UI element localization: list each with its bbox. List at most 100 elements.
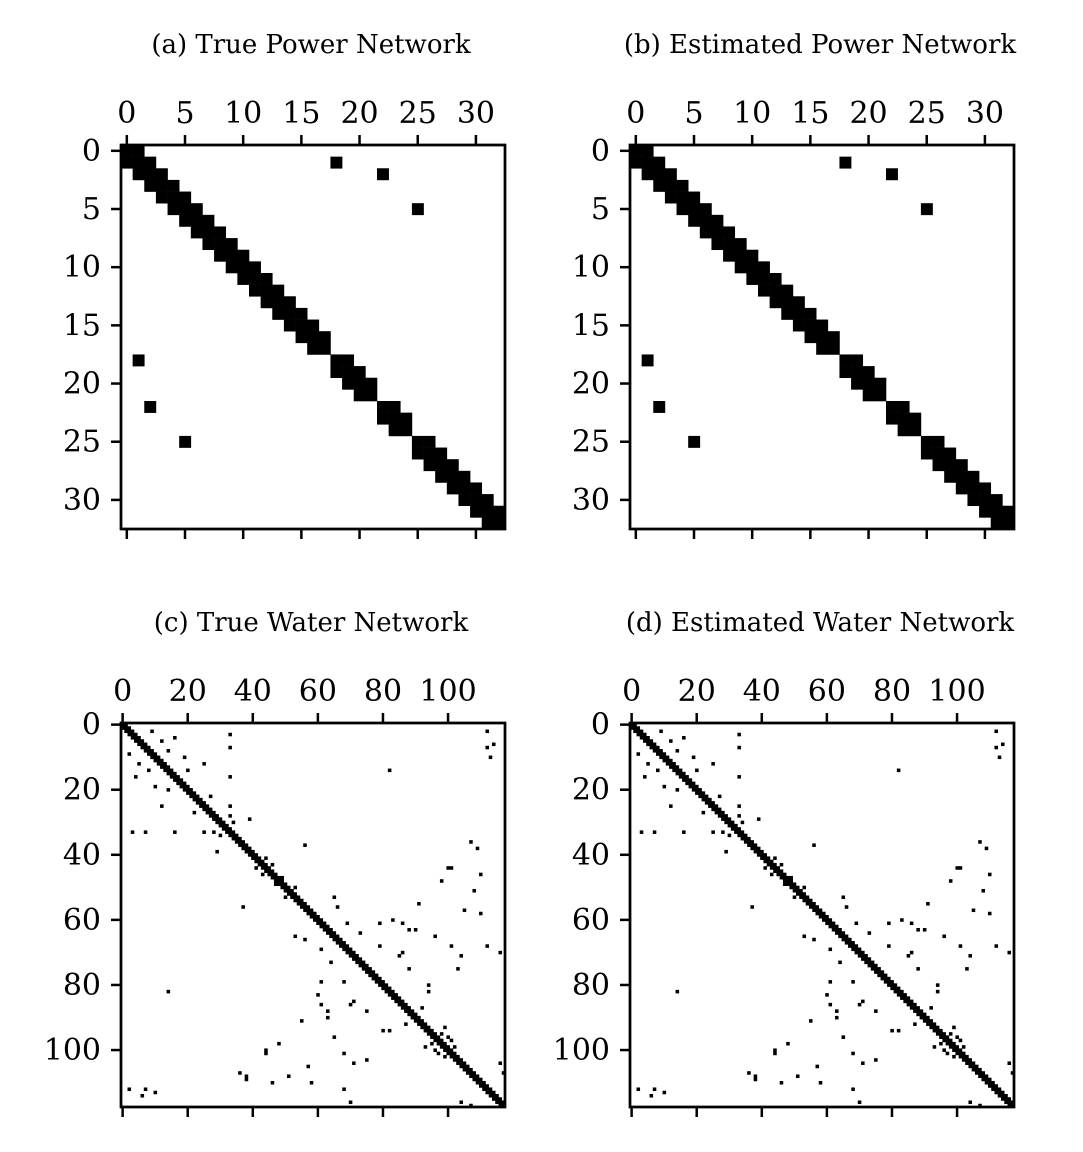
heat-cell [841,895,846,900]
heat-cell [743,836,748,841]
panel-b-border [628,143,1016,531]
heat-cell [929,1019,933,1023]
heat-cell [643,739,647,743]
heat-cell [997,1090,1002,1095]
heat-cell [711,801,715,805]
heat-cell [124,723,128,727]
heat-cell [137,736,141,740]
heat-cell [958,1051,963,1056]
y-tick-label: 20 [572,367,610,402]
heat-cell [792,296,805,309]
heat-cell [630,723,634,727]
heat-cell [238,840,242,844]
heat-cell [306,1064,311,1069]
heat-cell [407,1012,411,1017]
heat-cell [238,843,242,847]
heat-cell [465,1067,470,1072]
heat-cell [273,875,278,880]
heat-cell [932,435,945,448]
heat-cell [241,846,245,851]
heat-cell [675,989,680,994]
heat-cell [295,307,308,320]
heat-cell [475,846,480,851]
heat-cell [374,976,379,981]
heat-cell [971,1067,976,1072]
heat-cell [166,749,171,753]
heat-cell [746,249,759,262]
heat-cell [241,905,245,909]
heat-cell [641,145,654,157]
heat-cell [144,401,157,413]
heat-cell [688,435,701,448]
heat-cell [501,1071,506,1075]
heat-cell [734,238,747,251]
heat-cell [381,983,385,987]
heat-cell [839,156,852,169]
heat-cell [721,814,725,818]
heat-cell [218,820,223,825]
heat-cell [698,791,702,795]
heat-cell [215,817,219,821]
heat-cell [675,788,680,792]
heat-cell [763,859,767,864]
heat-cell [430,1028,434,1033]
heat-cell [225,823,229,828]
heat-cell [280,885,285,890]
heat-cell [296,898,301,903]
heat-cell [264,869,268,873]
heat-cell [723,226,736,239]
heat-cell [909,424,922,437]
heat-cell [436,1035,441,1039]
heat-cell [202,830,206,834]
heat-cell [459,1061,463,1065]
heat-cell [430,1035,434,1039]
heat-cell [900,993,904,997]
heat-cell [724,849,728,854]
heat-cell [277,1041,281,1046]
heat-cell [423,435,436,448]
heat-cell [169,771,174,776]
heat-cell [734,249,747,262]
panel-a-cells [121,145,506,530]
heat-cell [861,1061,865,1065]
heat-cell [952,1045,956,1049]
heat-cell [747,836,751,841]
heat-cell [182,781,187,786]
panel-b: (b) Estimated Power Network 00 5 5 10 10 15 15… [572,30,1016,539]
heat-cell [493,505,506,518]
heat-cell [760,853,764,857]
heat-cell [411,447,424,460]
heat-cell [449,866,454,870]
heat-cell [283,296,296,309]
y-tick-label: 10 [572,250,610,285]
heat-cell [649,739,654,743]
heat-cell [270,875,275,880]
heat-cell [990,494,1003,507]
heat-cell [987,1084,992,1088]
heat-cell [452,1054,457,1059]
heat-cell [257,862,262,867]
heat-cell [475,1074,480,1079]
heat-cell [789,879,794,883]
heat-cell [779,875,784,880]
heat-cell [272,284,285,297]
heat-cell [1010,1100,1015,1105]
heat-cell [345,950,350,955]
heat-cell [228,833,232,838]
heat-cell [795,892,800,896]
heat-cell [475,1077,480,1082]
heat-cell [423,1045,428,1049]
heat-cell [202,238,215,251]
heat-cell [322,921,327,926]
heat-cell [831,928,836,932]
heat-cell [407,1006,411,1010]
heat-cell [724,820,728,825]
heat-cell [862,366,875,379]
heat-cell [153,755,158,760]
heat-cell [776,866,780,870]
heat-cell [756,853,761,857]
heat-cell [169,768,174,773]
heat-cell [330,354,343,367]
heat-cell [984,1080,989,1085]
heat-cell [330,156,343,169]
